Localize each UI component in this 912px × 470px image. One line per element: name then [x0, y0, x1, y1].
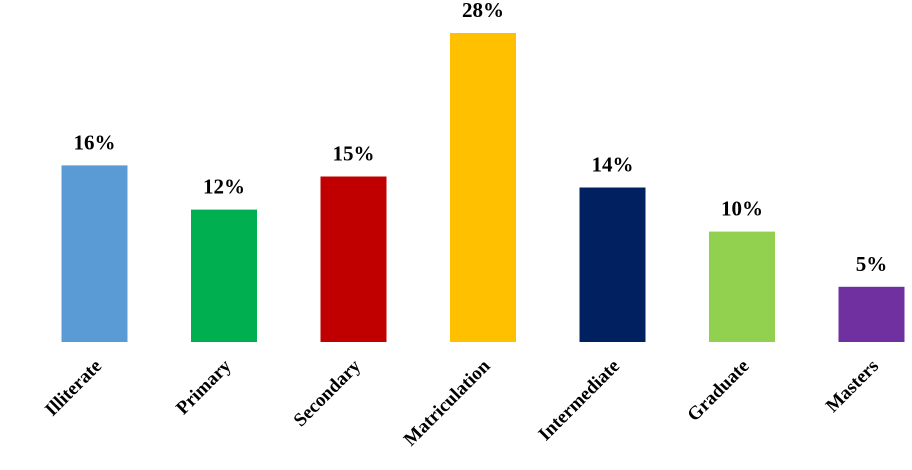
bar-primary [191, 209, 257, 342]
category-label-matriculation: Matriculation [400, 355, 495, 450]
value-label-intermediate: 14% [592, 153, 634, 177]
bars [61, 33, 905, 342]
category-label-secondary: Secondary [290, 355, 366, 431]
bar-graduate [709, 231, 775, 342]
bar-matriculation [450, 33, 516, 342]
category-label-masters: Masters [822, 356, 883, 417]
category-labels: Illiterate Primary Secondary Matriculation I… [41, 355, 883, 450]
value-label-graduate: 10% [721, 197, 763, 221]
bar-masters [838, 286, 905, 342]
value-label-matriculation: 28% [462, 0, 504, 22]
category-label-illiterate: Illiterate [41, 356, 106, 421]
value-label-secondary: 15% [333, 142, 375, 166]
category-label-intermediate: Intermediate [535, 356, 624, 445]
value-label-illiterate: 16% [74, 130, 116, 154]
bar-intermediate [579, 187, 646, 342]
category-label-graduate: Graduate [683, 356, 753, 426]
value-labels: 16% 12% 15% 28% 14% 10% 5% [74, 0, 888, 276]
bar-illiterate [61, 165, 128, 342]
value-label-masters: 5% [856, 252, 888, 276]
bar-secondary [320, 176, 387, 342]
value-label-primary: 12% [203, 175, 245, 199]
category-label-primary: Primary [172, 355, 236, 419]
